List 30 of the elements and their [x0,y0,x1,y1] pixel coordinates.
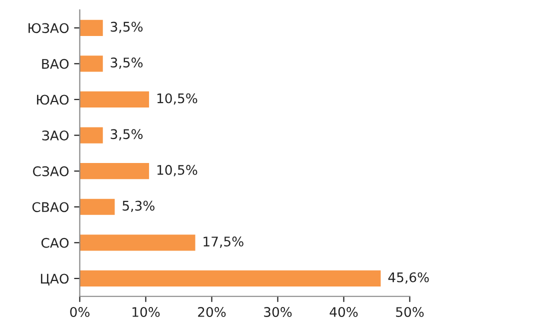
data-label: 3,5% [110,22,143,34]
bar [80,163,150,180]
bar [80,234,196,251]
x-tick-label: 50% [396,307,424,317]
y-tick-label: СВАО [32,202,69,212]
y-tick-label: ЮЗАО [28,23,69,34]
x-tick-label: 10% [132,307,160,317]
bar [80,127,103,144]
data-label: 3,5% [110,129,143,140]
bar [80,270,381,287]
y-tick-label: ЮАО [37,94,69,105]
data-label: 10,5% [157,93,198,105]
y-tick-label: ЗАО [42,130,69,140]
bar [80,198,115,215]
bar [80,20,103,36]
data-label: 17,5% [204,236,244,248]
x-tick-label: 20% [198,307,226,317]
y-tick-label: ВАО [42,58,69,69]
y-tick-label: ЦАО [40,274,69,286]
data-label: 5,3% [122,200,154,212]
x-tick-label: 30% [264,307,292,317]
y-tick-label: САО [41,238,69,248]
x-tick-label: 0% [70,307,90,317]
data-label: 45,6% [388,272,429,284]
bar [80,91,150,108]
y-tick-label: СЗАО [32,166,69,176]
data-label: 3,5% [110,58,143,69]
data-label: 10,5% [157,164,198,176]
x-tick-label: 40% [330,307,358,317]
bar [80,56,103,72]
